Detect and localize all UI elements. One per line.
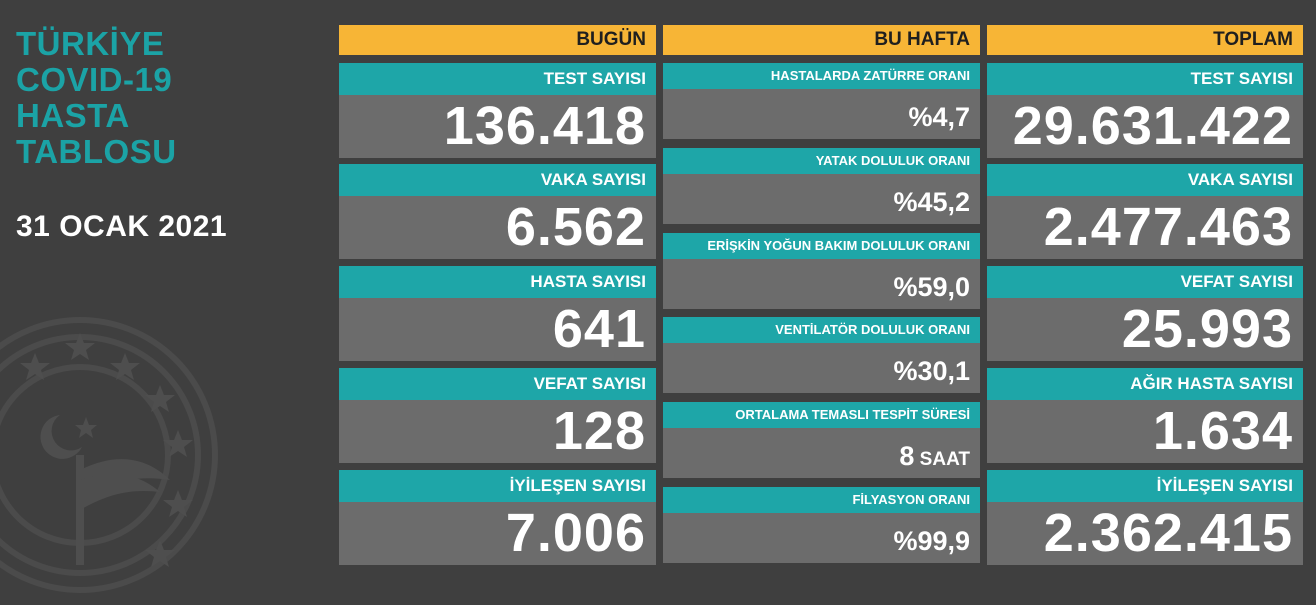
total-death-label: VEFAT SAYISI [987, 266, 1303, 298]
today-test-value: 136.418 [339, 95, 656, 158]
total-column: TOPLAM TEST SAYISI 29.631.422 VAKA SAYIS… [987, 25, 1303, 565]
today-death-label: VEFAT SAYISI [339, 368, 656, 400]
today-death-value: 128 [339, 400, 656, 463]
week-ventilator-card: VENTİLATÖR DOLULUK ORANI %30,1 [663, 317, 980, 393]
total-test-card: TEST SAYISI 29.631.422 [987, 63, 1303, 158]
total-death-value: 25.993 [987, 298, 1303, 361]
week-pneumonia-label: HASTALARDA ZATÜRRE ORANI [663, 63, 980, 89]
today-recovered-value: 7.006 [339, 502, 656, 565]
week-contact-label: ORTALAMA TEMASLI TESPİT SÜRESİ [663, 402, 980, 428]
total-recovered-card: İYİLEŞEN SAYISI 2.362.415 [987, 470, 1303, 565]
week-contact-unit: SAAT [914, 449, 970, 470]
total-case-value: 2.477.463 [987, 196, 1303, 259]
total-case-card: VAKA SAYISI 2.477.463 [987, 164, 1303, 259]
total-test-value: 29.631.422 [987, 95, 1303, 158]
today-recovered-card: İYİLEŞEN SAYISI 7.006 [339, 470, 656, 565]
today-patient-value: 641 [339, 298, 656, 361]
total-severe-value: 1.634 [987, 400, 1303, 463]
week-icu-label: ERİŞKİN YOĞUN BAKIM DOLULUK ORANI [663, 233, 980, 259]
total-header: TOPLAM [987, 25, 1303, 55]
today-test-card: TEST SAYISI 136.418 [339, 63, 656, 158]
week-contact-card: ORTALAMA TEMASLI TESPİT SÜRESİ 8 SAAT [663, 402, 980, 478]
week-filiation-value: %99,9 [663, 513, 980, 563]
week-icu-card: ERİŞKİN YOĞUN BAKIM DOLULUK ORANI %59,0 [663, 233, 980, 309]
total-severe-card: AĞIR HASTA SAYISI 1.634 [987, 368, 1303, 463]
today-patient-card: HASTA SAYISI 641 [339, 266, 656, 361]
today-case-value: 6.562 [339, 196, 656, 259]
week-ventilator-label: VENTİLATÖR DOLULUK ORANI [663, 317, 980, 343]
week-header: BU HAFTA [663, 25, 980, 55]
week-column: BU HAFTA HASTALARDA ZATÜRRE ORANI %4,7 Y… [663, 25, 980, 565]
week-pneumonia-card: HASTALARDA ZATÜRRE ORANI %4,7 [663, 63, 980, 139]
total-case-label: VAKA SAYISI [987, 164, 1303, 196]
today-patient-label: HASTA SAYISI [339, 266, 656, 298]
today-case-card: VAKA SAYISI 6.562 [339, 164, 656, 259]
week-bed-card: YATAK DOLULUK ORANI %45,2 [663, 148, 980, 224]
week-filiation-card: FİLYASYON ORANI %99,9 [663, 487, 980, 563]
week-filiation-label: FİLYASYON ORANI [663, 487, 980, 513]
total-death-card: VEFAT SAYISI 25.993 [987, 266, 1303, 361]
total-test-label: TEST SAYISI [987, 63, 1303, 95]
today-header: BUGÜN [339, 25, 656, 55]
report-date: 31 OCAK 2021 [16, 210, 228, 243]
page-title: TÜRKİYE COVID-19 HASTA TABLOSU [16, 25, 177, 170]
today-death-card: VEFAT SAYISI 128 [339, 368, 656, 463]
week-contact-number: 8 [899, 441, 915, 471]
week-bed-value: %45,2 [663, 174, 980, 224]
week-icu-value: %59,0 [663, 259, 980, 309]
today-test-label: TEST SAYISI [339, 63, 656, 95]
total-severe-label: AĞIR HASTA SAYISI [987, 368, 1303, 400]
week-pneumonia-value: %4,7 [663, 89, 980, 139]
today-recovered-label: İYİLEŞEN SAYISI [339, 470, 656, 502]
today-case-label: VAKA SAYISI [339, 164, 656, 196]
today-column: BUGÜN TEST SAYISI 136.418 VAKA SAYISI 6.… [339, 25, 656, 565]
week-ventilator-value: %30,1 [663, 343, 980, 393]
total-recovered-label: İYİLEŞEN SAYISI [987, 470, 1303, 502]
ministry-emblem-icon [0, 317, 218, 593]
week-bed-label: YATAK DOLULUK ORANI [663, 148, 980, 174]
week-contact-value: 8 SAAT [663, 428, 980, 478]
total-recovered-value: 2.362.415 [987, 502, 1303, 565]
